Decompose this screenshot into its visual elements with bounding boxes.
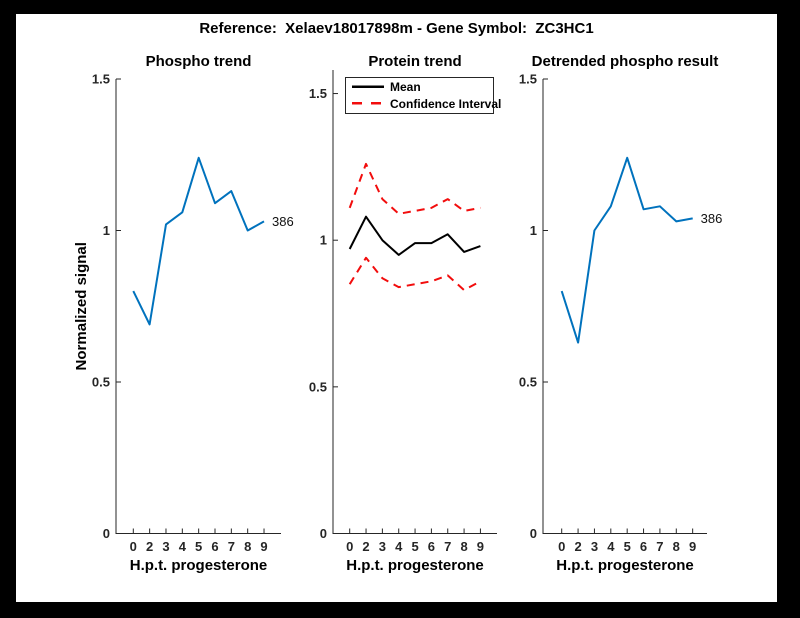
x-tick-label: 6: [640, 539, 647, 554]
y-tick-label: 1: [320, 233, 327, 248]
x-tick-label: 7: [444, 539, 451, 554]
y-tick-label: 0: [103, 526, 110, 541]
y-tick-label: 0.5: [519, 375, 537, 390]
x-tick-label: 7: [656, 539, 663, 554]
series-line-confidence-interval-lower: [348, 256, 481, 292]
x-tick-label: 3: [379, 539, 386, 554]
legend-entry-label: Confidence Interval: [390, 97, 501, 111]
x-tick-label: 5: [411, 539, 418, 554]
x-tick-label: 4: [607, 539, 615, 554]
y-tick-label: 1.5: [92, 72, 110, 87]
x-tick-label: 8: [244, 539, 251, 554]
x-tick-label: 3: [162, 539, 169, 554]
x-axis-label: H.p.t. progesterone: [130, 557, 268, 574]
legend: Mean Confidence Interval: [345, 77, 501, 114]
x-tick-label: 7: [228, 539, 235, 554]
x-tick-label: 6: [211, 539, 218, 554]
x-tick-label: 6: [428, 539, 435, 554]
y-tick-label: 0.5: [309, 379, 327, 394]
x-axis-label: H.p.t. progesterone: [556, 557, 694, 574]
x-tick-label: 2: [574, 539, 581, 554]
subplot-title: Detrended phospho result: [532, 53, 719, 70]
legend-box: [345, 77, 494, 114]
y-tick-label: 1: [103, 223, 110, 238]
x-axis-label: H.p.t. progesterone: [346, 557, 484, 574]
series-line-confidence-interval-upper: [348, 162, 481, 215]
x-tick-label: 9: [689, 539, 696, 554]
x-tick-label: 9: [477, 539, 484, 554]
series-line-386: [560, 156, 693, 344]
y-tick-label: 1.5: [519, 72, 537, 87]
y-tick-label: 0: [320, 526, 327, 541]
x-tick-label: 0: [346, 539, 353, 554]
x-tick-label: 8: [673, 539, 680, 554]
x-tick-label: 3: [591, 539, 598, 554]
y-axis-label: Normalized signal: [73, 242, 90, 370]
y-tick-label: 1.5: [309, 86, 327, 101]
series-end-label: 386: [272, 214, 294, 229]
figure-title: Reference: Xelaev18017898m - Gene Symbol…: [199, 20, 594, 37]
series-line-mean: [348, 215, 481, 256]
series-end-label: 386: [701, 211, 723, 226]
x-tick-label: 5: [195, 539, 202, 554]
axis-lines: [542, 79, 707, 534]
x-tick-label: 5: [624, 539, 631, 554]
x-tick-label: 0: [130, 539, 137, 554]
axis-lines: [332, 70, 497, 534]
x-tick-label: 0: [558, 539, 565, 554]
x-tick-label: 9: [260, 539, 267, 554]
x-tick-label: 8: [460, 539, 467, 554]
x-tick-label: 4: [179, 539, 187, 554]
series-line-386: [132, 156, 265, 326]
x-tick-label: 2: [362, 539, 369, 554]
figure-canvas: Reference: Xelaev18017898m - Gene Symbol…: [16, 14, 777, 602]
x-tick-label: 4: [395, 539, 403, 554]
subplot-title: Protein trend: [368, 53, 461, 70]
y-tick-label: 0: [530, 526, 537, 541]
y-tick-label: 1: [530, 223, 537, 238]
subplot-title: Phospho trend: [146, 53, 252, 70]
legend-entry-label: Mean: [390, 80, 421, 94]
y-tick-label: 0.5: [92, 375, 110, 390]
x-tick-label: 2: [146, 539, 153, 554]
